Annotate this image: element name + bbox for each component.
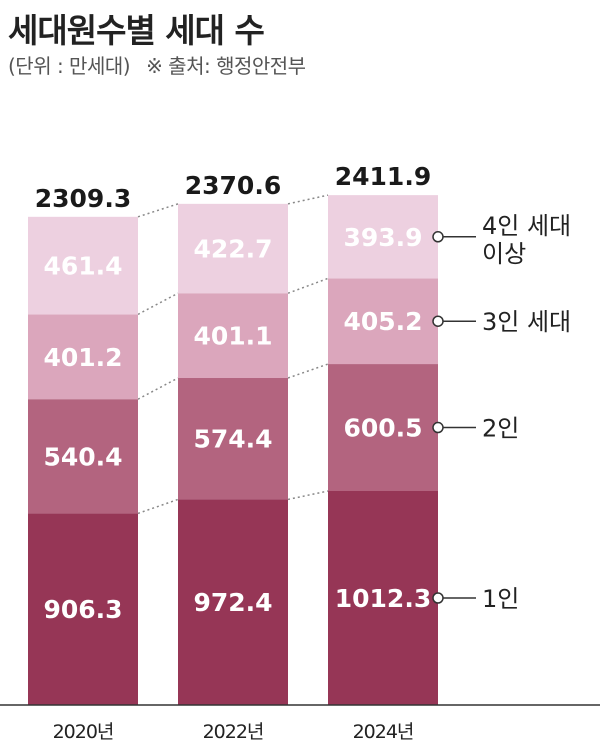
bar-segment bbox=[328, 364, 438, 491]
legend-marker bbox=[432, 315, 444, 327]
legend-marker bbox=[432, 592, 444, 604]
chart-title: 세대원수별 세대 수 bbox=[8, 11, 265, 50]
value-label: 600.5 bbox=[343, 414, 422, 443]
bar-segment bbox=[28, 216, 138, 315]
bar-segment bbox=[178, 499, 288, 705]
legend-marker bbox=[432, 421, 444, 434]
value-label: 393.9 bbox=[343, 223, 422, 252]
bar-groups bbox=[28, 195, 438, 705]
value-label: 574.4 bbox=[193, 425, 272, 454]
connector-line bbox=[137, 292, 179, 316]
bar-segment bbox=[28, 314, 138, 400]
value-label: 422.7 bbox=[193, 235, 272, 264]
value-label: 461.4 bbox=[43, 252, 122, 281]
bar-segment bbox=[178, 378, 288, 500]
bar-segment bbox=[28, 399, 138, 514]
legend-label: 3인 세대 bbox=[482, 308, 571, 336]
connector-line bbox=[137, 203, 179, 218]
connector-line bbox=[137, 377, 179, 400]
bar-segment bbox=[178, 203, 288, 294]
legend-label: 이상 bbox=[482, 240, 526, 268]
chart-subtitle: (단위 : 만세대) ※ 출처: 행정안전부 bbox=[8, 50, 306, 79]
x-tick-label: 2020년 bbox=[53, 721, 114, 743]
connector-line bbox=[137, 498, 179, 515]
bar-segment bbox=[328, 195, 438, 279]
legend-label: 2인 bbox=[482, 415, 519, 443]
x-tick-label: 2024년 bbox=[353, 721, 414, 743]
connector-line bbox=[287, 363, 329, 379]
legend-marker bbox=[432, 231, 444, 243]
total-labels: 2309.3 2370.6 2411.9 bbox=[35, 162, 431, 213]
total-label: 2411.9 bbox=[335, 162, 431, 191]
connector-line bbox=[287, 194, 329, 205]
connector-line bbox=[287, 277, 329, 294]
source-label: ※ 출처: 행정안전부 bbox=[146, 54, 306, 78]
value-label: 972.4 bbox=[193, 588, 272, 617]
connector-lines bbox=[137, 194, 329, 515]
value-label: 1012.3 bbox=[335, 584, 431, 613]
value-label: 401.2 bbox=[43, 343, 122, 372]
x-tick-label: 2022년 bbox=[203, 721, 264, 743]
x-axis-ticks: 2020년 2022년 2024년 bbox=[53, 721, 415, 743]
total-label: 2370.6 bbox=[185, 171, 281, 200]
value-label: 540.4 bbox=[43, 442, 122, 471]
value-label: 906.3 bbox=[43, 595, 122, 624]
total-label: 2309.3 bbox=[35, 184, 131, 213]
unit-label: (단위 : 만세대) bbox=[8, 54, 131, 78]
connector-line bbox=[287, 490, 329, 501]
value-label: 401.1 bbox=[193, 322, 272, 351]
value-label: 405.2 bbox=[343, 307, 422, 336]
legend-label: 1인 bbox=[482, 585, 519, 613]
value-labels: 906.3 540.4 401.2 461.4 972.4 574.4 401.1 422.7… bbox=[43, 223, 431, 624]
bar-segment bbox=[328, 490, 438, 705]
legend-label: 4인 세대 bbox=[482, 212, 571, 240]
bar-segment bbox=[328, 278, 438, 365]
bar-segment bbox=[28, 513, 138, 705]
bar-segment bbox=[178, 293, 288, 379]
